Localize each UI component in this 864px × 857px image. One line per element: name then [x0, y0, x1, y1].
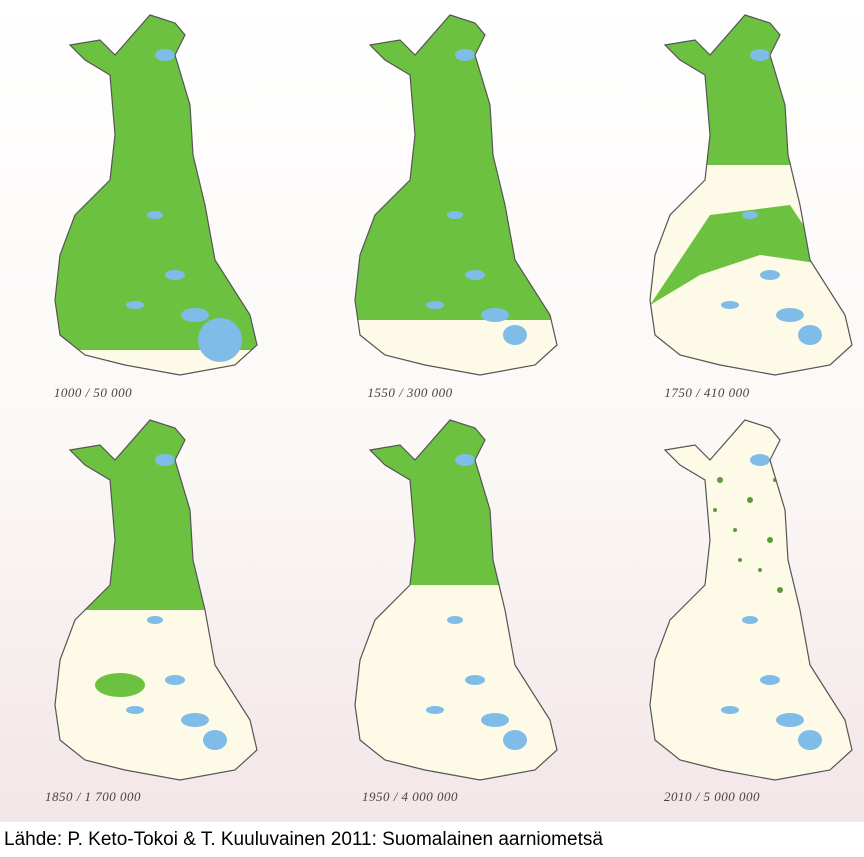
map-caption: 1550 / 300 000	[367, 385, 452, 400]
map	[649, 419, 853, 781]
map-caption: 1850 / 1 700 000	[45, 789, 141, 804]
map-caption: 1950 / 4 000 000	[362, 789, 458, 804]
map-caption: 2010 / 5 000 000	[664, 789, 760, 804]
source-note: Lähde: P. Keto-Tokoi & T. Kuuluvainen 20…	[4, 829, 603, 850]
map-caption: 1750 / 410 000	[664, 385, 749, 400]
map-caption: 1000 / 50 000	[54, 385, 132, 400]
